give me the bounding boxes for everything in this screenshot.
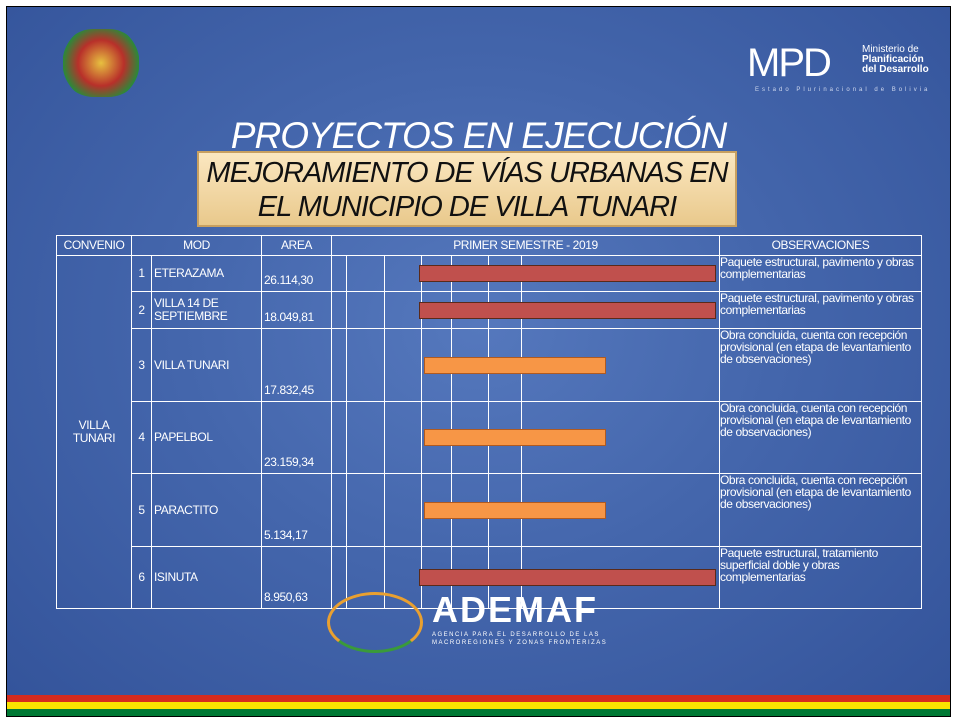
row-number: 2 (131, 291, 152, 329)
row-number: 5 (131, 473, 152, 547)
agency: AGENCIA PARA EL DESARROLLO DE LAS MACROR… (432, 631, 607, 647)
ministry-line: del Desarrollo (862, 64, 929, 75)
row-area: 18.049,81 (261, 291, 332, 329)
agency-line: AGENCIA PARA EL DESARROLLO DE LAS (432, 632, 600, 638)
header-cell: PRIMER SEMESTRE - 2019 (331, 235, 720, 256)
row-obs: Paquete estructural, pavimento y obras c… (719, 291, 922, 329)
ademaf-logo: ADEMAF (432, 589, 598, 630)
state: Estado Plurinacional de Bolivia (755, 87, 931, 93)
row-name: ISINUTA (151, 546, 262, 609)
gantt-bar (424, 356, 606, 374)
row-name: PAPELBOL (151, 401, 262, 474)
gantt-bar (419, 569, 716, 586)
header-cell: AREA (261, 235, 332, 256)
ministry-line: Planificación (862, 54, 924, 65)
row-obs: Paquete estructural, pavimento y obras c… (719, 255, 922, 292)
mpd-mark: MPD (747, 41, 832, 85)
row-number: 1 (131, 255, 152, 292)
subtitle-box: MEJORAMIENTO DE VÍAS URBANAS EN EL MUNIC… (197, 151, 737, 227)
flag-stripe (7, 695, 950, 716)
title: PROYECTOS EN EJECUCIÓN (230, 115, 727, 156)
row-name: VILLA TUNARI (151, 328, 262, 402)
gantt-divider (384, 255, 385, 608)
row-area: 26.114,30 (261, 255, 332, 292)
ministry-line: Ministerio de (862, 44, 919, 55)
gantt-divider (346, 255, 347, 608)
row-number: 3 (131, 328, 152, 402)
gantt-bar (419, 265, 716, 282)
row-obs: Obra concluida, cuenta con recepción pro… (719, 328, 922, 402)
agency-line: MACROREGIONES Y ZONAS FRONTERIZAS (432, 640, 608, 646)
row-area: 23.159,34 (261, 401, 332, 474)
convenio-cell: VILLA TUNARI (56, 255, 132, 609)
gantt-bar (424, 501, 606, 519)
ministry: Ministerio de Planificación del Desarrol… (862, 45, 929, 75)
gantt-bar (419, 301, 716, 319)
gantt-bar (424, 429, 606, 446)
slide: MPD Ministerio de Planificación del Desa… (6, 6, 951, 717)
header-cell: OBSERVACIONES (719, 235, 922, 256)
emblem (63, 29, 139, 97)
row-name: ETERAZAMA (151, 255, 262, 292)
subtitle-line: MEJORAMIENTO DE VÍAS URBANAS EN (206, 157, 728, 189)
row-area: 5.134,17 (261, 473, 332, 547)
row-obs: Paquete estructural, tratamiento superfi… (719, 546, 922, 609)
row-number: 6 (131, 546, 152, 609)
row-number: 4 (131, 401, 152, 474)
row-obs: Obra concluida, cuenta con recepción pro… (719, 401, 922, 474)
row-area: 17.832,45 (261, 328, 332, 402)
row-area: 8.950,63 (261, 546, 332, 609)
subtitle-line: EL MUNICIPIO DE VILLA TUNARI (257, 191, 677, 223)
header-cell: MOD (131, 235, 262, 256)
row-name: VILLA 14 DE SEPTIEMBRE (151, 291, 262, 329)
table: CONVENIO MOD AREA PRIMER SEMESTRE - 2019 OBS… (7, 7, 950, 716)
header-cell: CONVENIO (56, 235, 132, 256)
ademaf-people (327, 592, 423, 653)
gantt-divider (421, 255, 422, 608)
row-obs: Obra concluida, cuenta con recepción pro… (719, 473, 922, 547)
row-name: PARACTITO (151, 473, 262, 547)
